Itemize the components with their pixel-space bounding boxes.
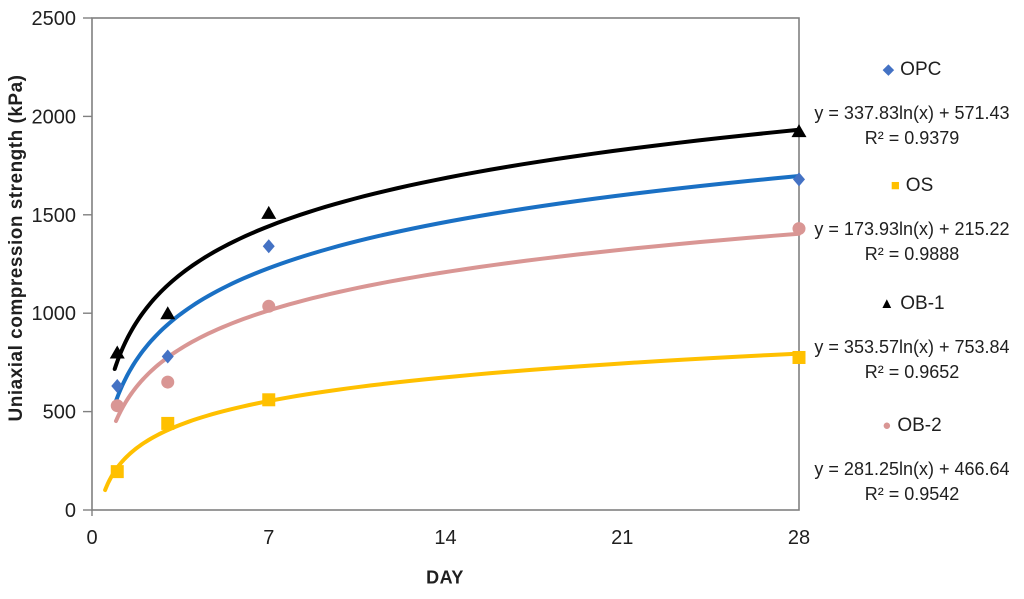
- trendline-equation: y = 173.93ln(x) + 215.22: [814, 219, 1010, 239]
- circle-marker: [110, 399, 124, 413]
- square-marker: [262, 393, 276, 407]
- diamond-marker: [793, 172, 805, 187]
- legend-label: OB-1: [900, 293, 945, 314]
- trendline-opc: [113, 174, 801, 403]
- x-axis-title: DAY: [426, 567, 464, 588]
- diamond-marker: [111, 379, 124, 394]
- triangle-marker: [160, 306, 176, 320]
- circle-marker-icon: ●: [882, 417, 892, 434]
- trendline-os: [103, 351, 801, 493]
- diamond-marker: [262, 239, 275, 254]
- triangle-marker-icon: ▲: [879, 295, 895, 312]
- trendline-equation: y = 353.57ln(x) + 753.84: [814, 337, 1010, 357]
- triangle-marker: [109, 345, 125, 359]
- legend-item: ▲ OB-1: [800, 292, 1024, 316]
- square-marker: [110, 465, 124, 479]
- legend-item: ◆ OPC: [800, 58, 1024, 82]
- x-tick-label: 21: [611, 527, 633, 549]
- y-axis-title: Uniaxial compression strength (kPa): [6, 74, 27, 422]
- triangle-marker: [791, 124, 807, 138]
- y-tick-label: 0: [65, 500, 76, 522]
- circle-marker: [161, 375, 175, 389]
- legend-block-ob1: ▲ OB-1 y = 353.57ln(x) + 753.84 R² = 0.96…: [800, 292, 1024, 385]
- trendline-ob-2: [113, 231, 801, 423]
- legend-label: OPC: [900, 59, 942, 80]
- trendline-equation: y = 337.83ln(x) + 571.43: [814, 103, 1010, 123]
- legend-block-ob2: ● OB-2 y = 281.25ln(x) + 466.64 R² = 0.95…: [800, 414, 1024, 507]
- x-tick-label: 14: [434, 527, 456, 549]
- y-tick-label: 1500: [32, 205, 77, 227]
- legend-item: ● OB-2: [800, 414, 1024, 438]
- trendline-r2: R² = 0.9652: [864, 362, 960, 382]
- legend-block-opc: ◆ OPC y = 337.83ln(x) + 571.43 R² = 0.937…: [800, 58, 1024, 151]
- trendline-ob-1: [112, 127, 801, 371]
- y-tick-label: 2000: [32, 106, 77, 128]
- trendline-r2: R² = 0.9379: [864, 128, 960, 148]
- diamond-marker-icon: ◆: [882, 61, 895, 78]
- legend-label: OB-2: [897, 415, 942, 436]
- plot-border: [91, 17, 800, 511]
- circle-marker: [262, 299, 276, 313]
- x-tick-label: 7: [263, 527, 274, 549]
- x-tick-label: 28: [788, 527, 810, 549]
- trendline-equation: y = 281.25ln(x) + 466.64: [814, 459, 1010, 479]
- legend-block-os: ■ OS y = 173.93ln(x) + 215.22 R² = 0.9888: [800, 174, 1024, 267]
- square-marker: [792, 350, 806, 364]
- legend-item: ■ OS: [800, 174, 1024, 198]
- trendline-r2: R² = 0.9542: [864, 484, 960, 504]
- diamond-marker: [161, 349, 174, 364]
- y-tick-label: 2500: [32, 8, 77, 30]
- square-marker-icon: ■: [890, 177, 900, 194]
- square-marker: [161, 416, 175, 430]
- x-tick-label: 0: [86, 527, 97, 549]
- circle-marker: [792, 222, 806, 236]
- triangle-marker: [261, 205, 277, 219]
- y-tick-label: 500: [43, 402, 76, 424]
- y-tick-label: 1000: [32, 303, 77, 325]
- legend-label: OS: [905, 175, 934, 196]
- legend: ◆ OPC y = 337.83ln(x) + 571.43 R² = 0.937…: [800, 0, 1024, 599]
- trendline-r2: R² = 0.9888: [864, 244, 960, 264]
